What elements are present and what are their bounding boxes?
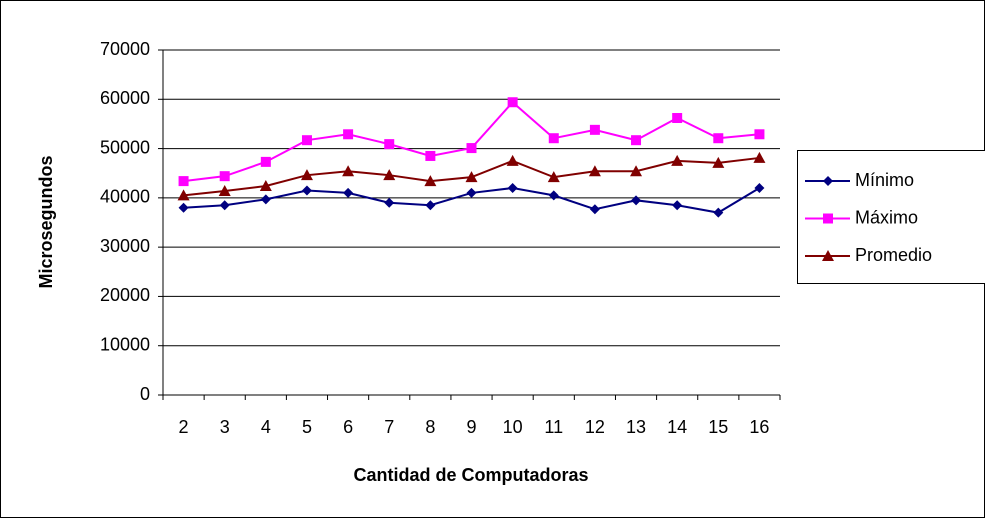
marker [219, 200, 230, 211]
marker [713, 133, 724, 144]
x-tick-label: 10 [503, 417, 523, 437]
marker [219, 171, 230, 182]
marker [589, 204, 600, 215]
marker [548, 133, 559, 144]
x-tick-label: 15 [708, 417, 728, 437]
marker [507, 183, 518, 193]
marker [466, 187, 477, 198]
x-axis-title: Cantidad de Computadoras [353, 465, 588, 485]
y-tick-label: 40000 [100, 187, 150, 207]
x-tick-label: 7 [384, 417, 394, 437]
marker [259, 180, 272, 192]
marker [754, 183, 765, 193]
marker [384, 139, 395, 150]
marker [631, 135, 642, 146]
marker [342, 165, 355, 177]
marker [343, 187, 354, 198]
y-tick-label: 10000 [100, 334, 150, 354]
x-tick-label: 2 [179, 417, 189, 437]
marker [383, 169, 396, 181]
y-tick-label: 20000 [100, 285, 150, 305]
marker [823, 176, 833, 186]
marker [424, 175, 437, 187]
x-tick-label: 6 [343, 417, 353, 437]
y-tick-label: 50000 [100, 137, 150, 157]
marker [713, 207, 724, 218]
legend-label: Mínimo [855, 170, 914, 190]
marker [671, 154, 684, 166]
legend-label: Máximo [855, 207, 918, 227]
marker [753, 151, 766, 163]
marker [589, 124, 600, 135]
marker [588, 165, 601, 177]
y-tick-label: 60000 [100, 88, 150, 108]
x-tick-label: 13 [626, 417, 646, 437]
marker [631, 195, 642, 206]
marker [547, 171, 560, 183]
legend-label: Promedio [855, 245, 932, 265]
x-tick-label: 11 [544, 417, 563, 437]
x-tick-label: 9 [466, 417, 476, 437]
y-tick-label: 30000 [100, 236, 150, 256]
marker [425, 200, 436, 211]
marker [425, 150, 436, 161]
y-axis-title: Microsegundos [36, 155, 56, 288]
marker [712, 156, 725, 168]
marker [506, 154, 519, 166]
x-tick-label: 3 [220, 417, 230, 437]
marker [301, 185, 312, 196]
y-tick-label: 70000 [100, 39, 150, 59]
marker [823, 213, 833, 224]
marker [672, 113, 683, 124]
marker [218, 184, 231, 196]
marker [343, 129, 354, 140]
x-tick-label: 14 [667, 417, 687, 437]
marker [301, 135, 312, 146]
x-tick-label: 4 [261, 417, 271, 437]
marker [260, 156, 271, 167]
x-tick-label: 8 [425, 417, 435, 437]
x-tick-label: 12 [585, 417, 605, 437]
marker [507, 97, 518, 108]
marker [260, 194, 271, 205]
x-tick-label: 16 [749, 417, 769, 437]
marker [177, 189, 190, 201]
marker [672, 200, 683, 211]
marker [178, 202, 189, 213]
marker [384, 197, 395, 208]
marker [300, 169, 313, 181]
marker [178, 176, 189, 187]
marker [630, 165, 643, 177]
marker [754, 129, 765, 140]
marker [548, 190, 559, 201]
x-tick-label: 5 [302, 417, 312, 437]
marker [465, 171, 478, 183]
marker [822, 250, 834, 261]
y-tick-label: 0 [140, 384, 150, 404]
marker [466, 143, 477, 154]
